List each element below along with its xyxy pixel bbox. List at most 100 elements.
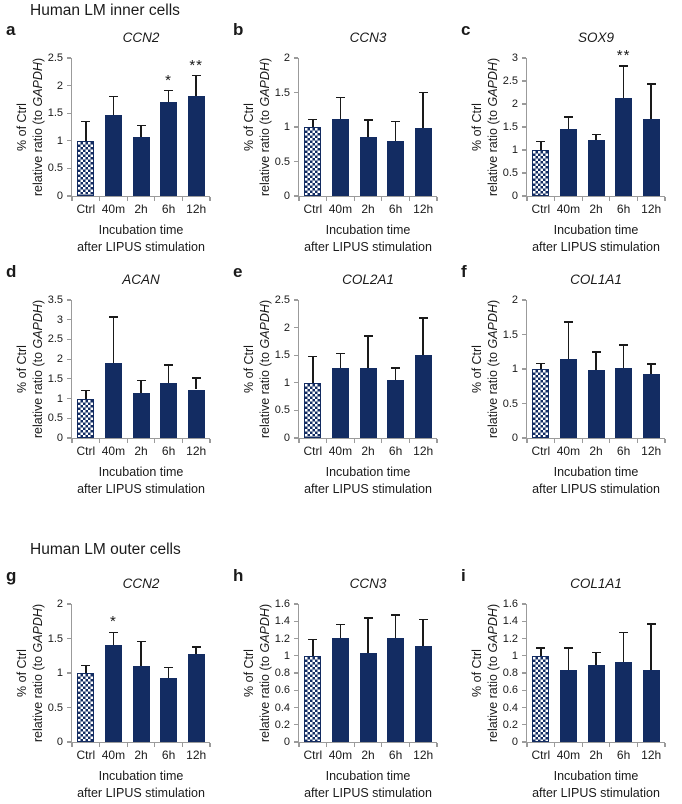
x-axis: [71, 438, 210, 440]
error-bar-cap: [418, 317, 428, 319]
y-tick-label: 0: [283, 736, 290, 748]
x-tick: [554, 197, 556, 201]
y-tick-label: 1: [283, 376, 290, 389]
y-tick-label: 1.5: [47, 372, 63, 385]
bar-2h: [359, 653, 377, 742]
y-tick: [67, 378, 71, 380]
error-bar: [394, 615, 397, 638]
x-axis: [298, 196, 437, 198]
x-tick-label: 6h: [161, 444, 176, 458]
x-tick-label: 6h: [616, 202, 631, 216]
y-tick-label: 0.5: [274, 404, 290, 417]
error-bar-cap: [108, 316, 118, 318]
y-tick-label: 1: [56, 134, 63, 147]
panel-title: SOX9: [577, 30, 615, 45]
y-tick: [522, 149, 526, 151]
x-tick-label: 6h: [388, 748, 403, 762]
x-tick: [526, 439, 528, 443]
y-tick: [522, 299, 526, 301]
error-bar-cap: [418, 618, 428, 621]
y-tick-label: 0: [283, 190, 290, 202]
x-tick: [154, 197, 156, 201]
error-bar-cap: [536, 647, 546, 649]
y-axis: [298, 58, 300, 196]
x-tick-label: 40m: [556, 444, 581, 458]
y-tick-label: 0.5: [47, 412, 63, 425]
y-tick-label: 1.5: [274, 86, 290, 99]
bar-40m: [104, 363, 122, 438]
error-bar-cap: [563, 116, 573, 118]
bar-12h: [187, 389, 205, 438]
x-tick: [353, 439, 355, 443]
x-tick: [99, 439, 101, 443]
x-tick-label: Ctrl: [76, 444, 96, 458]
x-tick: [209, 439, 211, 443]
panel-title: COL1A1: [570, 272, 622, 287]
error-bar-cap: [591, 651, 601, 654]
error-bar: [567, 647, 570, 671]
x-tick: [71, 439, 73, 443]
y-tick-label: 1: [511, 649, 518, 662]
x-tick-label: 12h: [413, 444, 434, 458]
panel-row-2: d ACAN% of Ctrl relative ratio (to GAPDH) 0…: [0, 262, 682, 506]
y-tick-label: 2: [283, 321, 290, 334]
error-bar-cap: [363, 617, 373, 619]
bar-ctrl: [532, 369, 550, 438]
x-tick-label: 40m: [101, 444, 126, 458]
y-tick-label: 1.5: [274, 349, 290, 362]
x-axis-title-line2: after LIPUS stimulation: [532, 482, 660, 496]
y-tick: [294, 160, 298, 163]
y-tick: [294, 57, 298, 59]
error-bar-cap: [391, 614, 401, 616]
y-tick-label: 1: [283, 121, 290, 133]
section-title-inner-cells: Human LM inner cells: [30, 2, 180, 19]
bar-2h: [587, 140, 605, 196]
x-axis-title-line1: Incubation time: [325, 223, 411, 237]
panel-title: ACAN: [122, 272, 160, 287]
y-tick-label: 1: [56, 667, 63, 679]
y-tick-label: 0.5: [47, 701, 63, 714]
y-tick-label: 0: [56, 432, 63, 444]
y-axis: [298, 604, 300, 742]
y-tick-label: 3: [511, 52, 518, 64]
y-tick: [522, 741, 526, 743]
bar-ctrl: [77, 398, 95, 438]
error-bar: [312, 119, 314, 127]
bar-12h: [642, 119, 660, 196]
bar-2h: [359, 368, 377, 438]
x-tick-label: 2h: [361, 202, 375, 216]
y-tick-label: 0: [511, 736, 518, 748]
error-bar: [595, 134, 597, 141]
y-tick: [294, 672, 298, 674]
y-tick: [522, 706, 526, 709]
y-tick: [522, 103, 526, 105]
y-axis: [526, 300, 528, 438]
error-bar: [595, 652, 597, 666]
bar-40m: [559, 670, 577, 742]
bar-ctrl: [304, 655, 322, 742]
x-tick: [609, 743, 611, 747]
section-title-outer-cells: Human LM outer cells: [30, 541, 181, 558]
y-tick: [294, 724, 298, 726]
y-tick: [522, 368, 526, 370]
y-tick-label: 0: [511, 432, 518, 444]
y-tick-label: 1.5: [502, 328, 518, 341]
error-bar-cap: [619, 344, 629, 346]
panel-letter: b: [233, 20, 244, 39]
y-tick: [67, 603, 71, 605]
error-bar: [140, 380, 142, 393]
x-tick: [581, 197, 583, 201]
y-axis: [298, 300, 300, 438]
y-tick-label: 2: [56, 598, 63, 610]
panel-f: f COL1A1% of Ctrl relative ratio (to GAPDH…: [455, 262, 682, 506]
y-tick: [294, 327, 298, 329]
panel-letter: e: [233, 262, 243, 281]
x-tick: [126, 439, 128, 443]
y-tick: [67, 167, 71, 169]
bar-12h: [414, 355, 432, 438]
y-tick: [294, 741, 298, 743]
error-bar: [650, 623, 652, 671]
x-tick: [209, 197, 211, 201]
error-bar: [422, 318, 424, 356]
panel-e: e COL2A1% of Ctrl relative ratio (to GAPDH…: [227, 262, 454, 506]
